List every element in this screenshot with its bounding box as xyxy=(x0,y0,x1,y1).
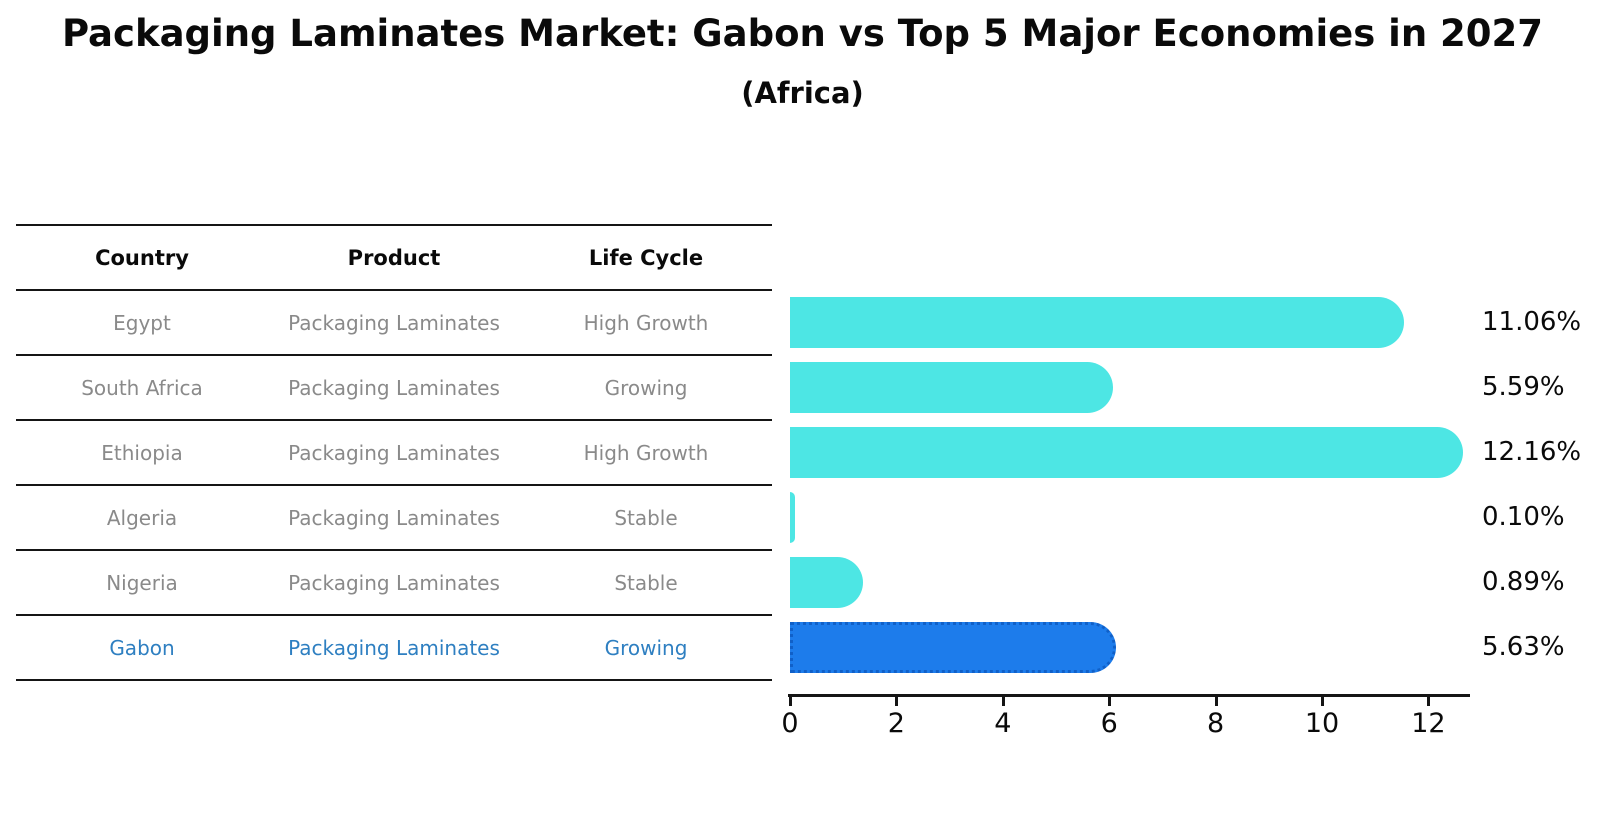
table-cell-lifecycle: Stable xyxy=(614,505,678,530)
table-cell-lifecycle: Growing xyxy=(604,375,688,400)
table-cell-product: Packaging Laminates xyxy=(288,375,500,400)
value-label: 5.59% xyxy=(1482,371,1565,402)
value-label: 5.63% xyxy=(1482,631,1565,662)
table-cell-product: Packaging Laminates xyxy=(288,505,500,530)
table-cell-lifecycle: Growing xyxy=(604,635,688,660)
table-header-product: Product xyxy=(347,245,441,270)
bar-row: 5.59% xyxy=(790,354,1605,419)
chart-subtitle: (Africa) xyxy=(741,76,864,110)
table-cell-country: Ethiopia xyxy=(101,440,183,465)
table-cell-lifecycle: High Growth xyxy=(583,310,709,335)
x-axis-tick xyxy=(1321,697,1324,706)
table-cell-lifecycle: High Growth xyxy=(583,440,709,465)
x-axis-tick xyxy=(1108,697,1112,706)
value-label: 0.89% xyxy=(1482,566,1565,597)
x-axis-tick xyxy=(1214,697,1218,706)
bar-row: 11.06% xyxy=(790,289,1605,354)
bar-row: 0.10% xyxy=(790,484,1605,549)
table-body: Egypt Packaging Laminates High Growth South… xyxy=(16,289,772,679)
table-cell-product: Packaging Laminates xyxy=(288,635,500,660)
table-cell-country: Nigeria xyxy=(106,570,178,595)
bar-row: 12.16% xyxy=(790,419,1605,484)
table-cell-country: Egypt xyxy=(113,310,171,335)
x-axis-tick-label: 12 xyxy=(1411,708,1446,739)
bar-egypt xyxy=(790,297,1404,348)
table-cell-product: Packaging Laminates xyxy=(288,310,500,335)
x-axis-tick xyxy=(1427,697,1431,706)
table-cell-country: Algeria xyxy=(106,505,178,530)
table-row: Algeria Packaging Laminates Stable xyxy=(16,484,772,549)
x-axis-tick xyxy=(789,697,792,706)
x-axis-tick-label: 4 xyxy=(994,708,1012,739)
bar-gabon xyxy=(790,622,1116,673)
table-row: Ethiopia Packaging Laminates High Growth xyxy=(16,419,772,484)
table-row: Egypt Packaging Laminates High Growth xyxy=(16,289,772,354)
chart-title: Packaging Laminates Market: Gabon vs Top… xyxy=(61,12,1544,55)
table-row: South Africa Packaging Laminates Growing xyxy=(16,354,772,419)
table-header-row: Country Product Life Cycle xyxy=(16,224,772,289)
bar-row: 0.89% xyxy=(790,549,1605,614)
country-table: Country Product Life Cycle Egypt Packagin… xyxy=(16,224,772,681)
table-cell-lifecycle: Stable xyxy=(614,570,678,595)
x-axis-tick-label: 0 xyxy=(781,708,799,739)
bar-nigeria xyxy=(790,557,863,608)
value-label: 11.06% xyxy=(1482,306,1582,337)
x-axis-line xyxy=(788,694,1470,697)
table-cell-product: Packaging Laminates xyxy=(288,440,500,465)
bar-row: 5.63% xyxy=(790,614,1605,679)
table-cell-country: South Africa xyxy=(81,375,203,400)
table-header-lifecycle: Life Cycle xyxy=(588,245,704,270)
bar-chart: 11.06% 5.59% 12.16% 0.10% 0.89% 5.63% 0 2 4 6 8 10… xyxy=(781,224,1605,769)
table-header-country: Country xyxy=(95,245,189,270)
x-axis-tick xyxy=(895,697,899,706)
x-axis-tick-label: 2 xyxy=(887,708,905,739)
value-label: 12.16% xyxy=(1482,436,1582,467)
x-axis-tick-label: 6 xyxy=(1100,708,1118,739)
bar-south-africa xyxy=(790,362,1113,413)
table-cell-country: Gabon xyxy=(109,635,175,660)
table-row: Nigeria Packaging Laminates Stable xyxy=(16,549,772,614)
x-axis-tick-label: 10 xyxy=(1304,708,1340,739)
x-axis-tick-label: 8 xyxy=(1207,708,1225,739)
table-cell-product: Packaging Laminates xyxy=(288,570,500,595)
x-axis-tick xyxy=(1001,697,1005,706)
bar-algeria xyxy=(790,492,795,543)
value-label: 0.10% xyxy=(1482,501,1565,532)
bar-ethiopia xyxy=(790,427,1463,478)
table-row: Gabon Packaging Laminates Growing xyxy=(16,614,772,679)
